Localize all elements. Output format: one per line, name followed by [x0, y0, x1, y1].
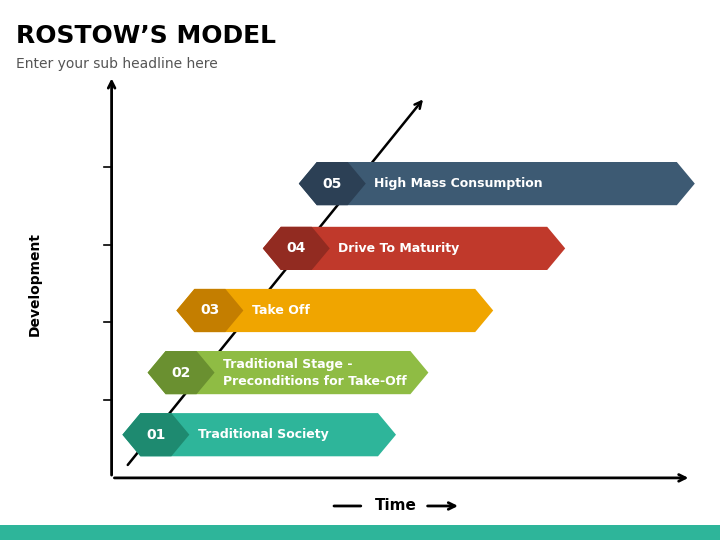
Text: Traditional Society: Traditional Society — [198, 428, 329, 441]
Text: 03: 03 — [200, 303, 220, 318]
Polygon shape — [148, 351, 428, 394]
Text: Take Off: Take Off — [252, 304, 310, 317]
Text: ROSTOW’S MODEL: ROSTOW’S MODEL — [16, 24, 276, 48]
Text: 04: 04 — [287, 241, 306, 255]
Text: 02: 02 — [171, 366, 191, 380]
Polygon shape — [148, 351, 215, 394]
Text: Time: Time — [375, 498, 417, 514]
Text: 05: 05 — [323, 177, 342, 191]
Polygon shape — [176, 289, 493, 332]
Polygon shape — [299, 162, 366, 205]
Text: Development: Development — [27, 232, 42, 335]
Polygon shape — [299, 162, 695, 205]
Text: Drive To Maturity: Drive To Maturity — [338, 242, 459, 255]
FancyBboxPatch shape — [0, 525, 720, 540]
Text: High Mass Consumption: High Mass Consumption — [374, 177, 543, 190]
Polygon shape — [263, 227, 330, 270]
Text: 01: 01 — [146, 428, 166, 442]
Polygon shape — [122, 413, 189, 456]
Polygon shape — [122, 413, 396, 456]
Polygon shape — [263, 227, 565, 270]
Text: Enter your sub headline here: Enter your sub headline here — [16, 57, 217, 71]
Text: Traditional Stage -
Preconditions for Take-Off: Traditional Stage - Preconditions for Ta… — [223, 357, 407, 388]
Polygon shape — [176, 289, 243, 332]
